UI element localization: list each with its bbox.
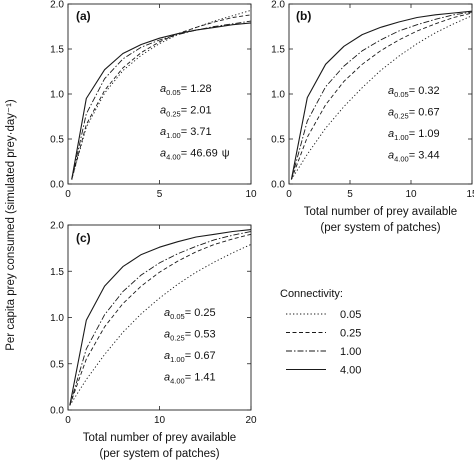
y-tick-label: 1.0 <box>50 313 64 324</box>
y-tick-label: 1.5 <box>50 45 64 56</box>
x-tick-label: 10 <box>405 189 417 200</box>
annotation-attack-rate: a0.05= 1.28 <box>160 83 212 97</box>
series-line-short-dash <box>71 14 252 180</box>
series-line-solid <box>290 10 473 180</box>
legend-entry-label: 1.00 <box>340 346 361 358</box>
x-tick-label: 15 <box>466 189 474 200</box>
series-line-dotted <box>291 15 473 180</box>
panel-label: (a) <box>76 9 91 23</box>
panel-label: (c) <box>76 231 91 245</box>
y-tick-label: 0.5 <box>271 135 285 146</box>
legend-title: Connectivity: <box>280 288 343 300</box>
series-line-dotted <box>69 243 252 406</box>
plot-frame <box>67 224 252 411</box>
x-tick-label: 10 <box>154 415 166 426</box>
annotation-attack-rate: a0.25= 2.01 <box>160 105 212 119</box>
legend-entry-label: 0.05 <box>340 309 361 321</box>
annotation-attack-rate: a0.25= 0.67 <box>388 107 440 121</box>
series-line-solid <box>71 22 252 180</box>
annotation-attack-rate: a0.05= 0.32 <box>388 85 440 99</box>
annotation-attack-rate: a0.25= 0.53 <box>164 329 216 343</box>
legend: Connectivity: 0.05 0.25 1.00 4.00 <box>280 288 361 377</box>
y-tick-label: 2.0 <box>271 0 285 11</box>
y-tick-label: 0.0 <box>50 406 64 417</box>
annotation-attack-rate: a1.00= 0.67 <box>164 350 216 364</box>
series-line-dash-dot <box>71 20 252 180</box>
y-tick-label: 0.0 <box>271 180 285 191</box>
y-axis-label: Per capita prey consumed (simulated prey… <box>5 99 17 351</box>
x-tick-label: 0 <box>65 415 71 426</box>
x-tick-label: 20 <box>245 415 257 426</box>
panel-label: (b) <box>296 9 311 23</box>
chart-panel-2: 0.0 0.5 1.0 1.5 2.0 0 10 20 Total number of prey… <box>50 221 257 461</box>
y-tick-label: 1.0 <box>271 90 285 101</box>
x-axis-label: Total number of prey available <box>304 206 457 218</box>
x-tick-label: 10 <box>245 189 257 200</box>
y-tick-label: 1.5 <box>50 267 64 278</box>
series-line-short-dash <box>290 12 473 180</box>
annotation-attack-rate: a1.00= 1.09 <box>388 128 440 142</box>
panels: 0.0 0.5 1.0 1.5 2.0 0 5 10 (a) a0.05= 1.28 a0.25= … <box>50 0 474 460</box>
y-tick-label: 1.5 <box>271 45 285 56</box>
chart-panel-0: 0.0 0.5 1.0 1.5 2.0 0 5 10 (a) a0.05= 1.28 a0.25= … <box>50 0 257 200</box>
series-line-short-dash <box>69 233 252 406</box>
annotation-attack-rate: a1.00= 3.71 <box>160 126 212 140</box>
chart-panel-1: 0.0 0.5 1.0 1.5 2.0 0 5 10 15 Total number of pre… <box>271 0 474 234</box>
x-axis-label: Total number of prey available <box>83 432 236 444</box>
plot-frame <box>288 3 473 185</box>
y-tick-label: 2.0 <box>50 0 64 11</box>
x-tick-label: 5 <box>347 189 353 200</box>
y-tick-label: 0.5 <box>50 359 64 370</box>
x-tick-label: 0 <box>65 189 71 200</box>
annotation-attack-rate: a4.00= 3.44 <box>388 150 440 164</box>
series-line-dash-dot <box>290 11 473 180</box>
annotation-attack-rate: a4.00= 1.41 <box>164 372 216 386</box>
y-tick-label: 1.0 <box>50 90 64 101</box>
series-line-dash-dot <box>69 231 252 406</box>
x-tick-label: 0 <box>286 189 292 200</box>
x-axis-label-line2: (per system of patches) <box>99 448 219 460</box>
annotation-attack-rate: a0.05= 0.25 <box>164 307 216 321</box>
legend-entry-label: 0.25 <box>340 328 361 340</box>
legend-entry-label: 4.00 <box>340 365 361 377</box>
x-tick-label: 5 <box>157 189 163 200</box>
annotation-attack-rate: a4.00= 46.69 ψ <box>160 148 230 162</box>
y-tick-label: 0.5 <box>50 135 64 146</box>
x-axis-label-line2: (per system of patches) <box>320 222 440 234</box>
series-line-solid <box>69 229 252 406</box>
y-tick-label: 2.0 <box>50 221 64 232</box>
y-tick-label: 0.0 <box>50 180 64 191</box>
